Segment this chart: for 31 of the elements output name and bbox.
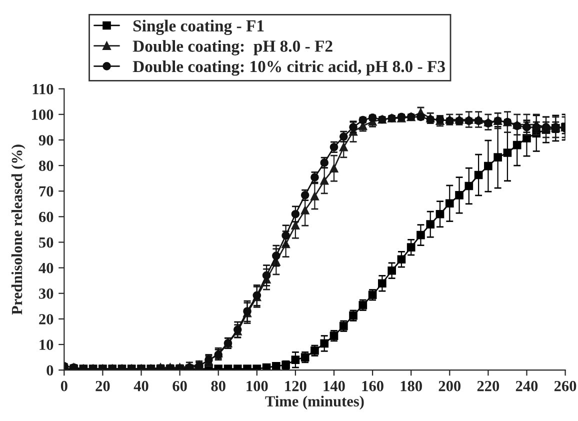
x-tick-label: 240 [516, 380, 538, 392]
x-tick-label: 0 [60, 380, 68, 392]
y-tick-label: 60 [38, 212, 54, 222]
y-tick-label: 40 [38, 262, 54, 274]
x-tick-label: 140 [324, 380, 345, 392]
x-tick-label: 40 [134, 380, 148, 392]
y-tick-label: 30 [39, 288, 54, 299]
x-tick-label: 80 [211, 380, 226, 392]
y-tick-label: 70 [39, 186, 54, 197]
y-axis-title: Prednisolone released (%) [11, 144, 26, 315]
y-tick-label: 0 [46, 365, 54, 376]
y-tick-label: 100 [32, 110, 54, 120]
x-tick-label: 180 [400, 380, 422, 392]
x-axis-title: Time (minutes) [265, 396, 364, 410]
x-tick-label: 200 [438, 380, 461, 392]
legend-label: Double coating: 10% citric acid, pH 8.0 - F3 [132, 60, 445, 76]
y-tick-label: 20 [39, 314, 54, 324]
y-tick-label: 110 [32, 84, 54, 94]
x-tick-label: 120 [285, 380, 306, 392]
y-tick-label: 90 [38, 135, 54, 146]
x-tick-label: 160 [362, 380, 384, 392]
y-tick-label: 80 [38, 160, 54, 171]
y-tick-label: 10 [40, 340, 54, 350]
y-tick-label: 50 [39, 237, 54, 248]
legend-label: Double coating: pH 8.0 - F2 [132, 40, 332, 56]
x-tick-label: 20 [96, 380, 110, 392]
x-tick-label: 60 [172, 380, 187, 392]
x-tick-label: 260 [554, 380, 576, 392]
x-tick-label: 100 [246, 380, 268, 392]
legend-label: Single coating - F1 [133, 20, 264, 35]
x-tick-label: 220 [477, 380, 500, 392]
